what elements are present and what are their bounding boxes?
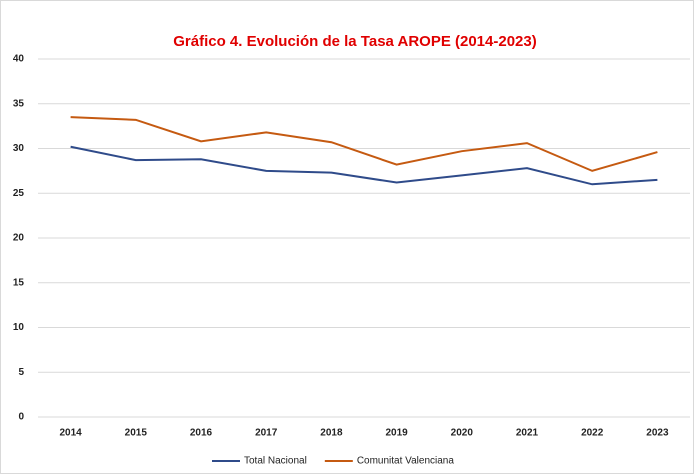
series-line <box>70 116 658 172</box>
x-tick-label: 2019 <box>385 428 408 439</box>
x-tick-label: 2014 <box>59 428 82 439</box>
y-tick-label: 0 <box>18 412 24 423</box>
y-tick-label: 5 <box>18 367 24 378</box>
y-tick-label: 35 <box>13 98 25 109</box>
x-tick-label: 2020 <box>451 428 474 439</box>
x-tick-label: 2023 <box>646 428 669 439</box>
x-tick-label: 2022 <box>581 428 604 439</box>
x-tick-label: 2016 <box>190 428 213 439</box>
y-tick-label: 10 <box>13 322 25 333</box>
x-tick-label: 2015 <box>125 428 148 439</box>
chart-title: Gráfico 4. Evolución de la Tasa AROPE (2… <box>173 33 536 50</box>
x-tick-label: 2018 <box>320 428 343 439</box>
series-line <box>70 145 658 186</box>
x-tick-label: 2017 <box>255 428 278 439</box>
legend-label: Total Nacional <box>244 456 307 467</box>
y-tick-label: 30 <box>13 143 25 154</box>
y-tick-label: 25 <box>13 188 25 199</box>
y-tick-label: 20 <box>13 233 25 244</box>
legend-label: Comunitat Valenciana <box>357 456 455 467</box>
x-tick-label: 2021 <box>516 428 539 439</box>
y-tick-label: 40 <box>13 54 25 65</box>
y-tick-label: 15 <box>13 277 25 288</box>
